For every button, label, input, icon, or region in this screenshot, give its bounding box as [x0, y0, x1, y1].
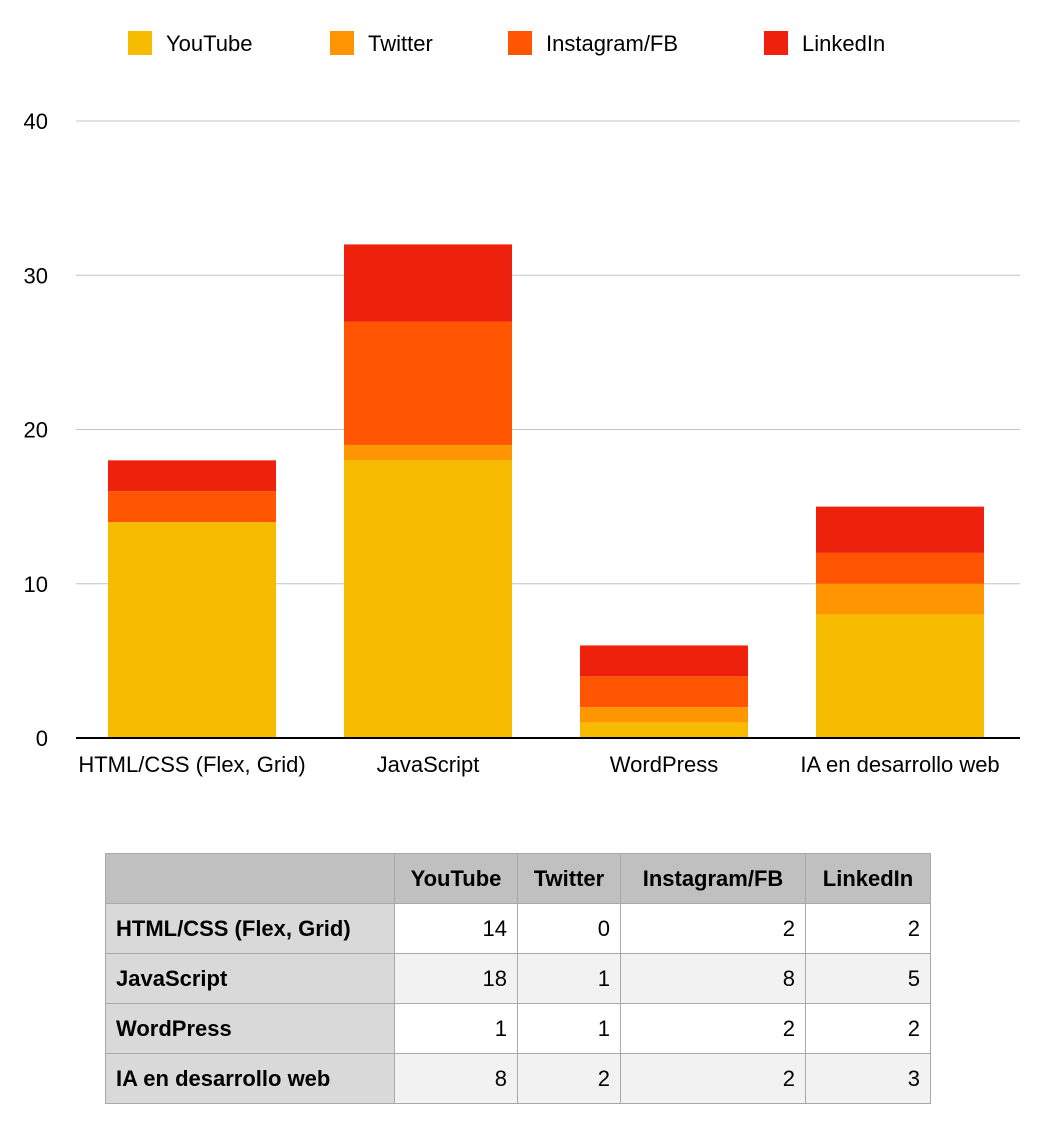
- chart-legend: YouTube Twitter Instagram/FB LinkedIn: [128, 31, 885, 56]
- table-cell: 2: [620, 1053, 806, 1104]
- x-tick-label-ia-en-desarrollo-web: IA en desarrollo web: [800, 752, 999, 777]
- bar-ia-en-desarrollo-web-instagram-fb: [816, 552, 984, 584]
- table-cell: 18: [394, 953, 518, 1004]
- table-row: JavaScript 18 1 8 5: [105, 953, 931, 1004]
- table-row-label: WordPress: [105, 1003, 395, 1054]
- legend-label-instagram-fb: Instagram/FB: [546, 31, 678, 56]
- table-row: HTML/CSS (Flex, Grid) 14 0 2 2: [105, 903, 931, 954]
- y-tick-label-30: 30: [24, 263, 48, 288]
- bar-ia-en-desarrollo-web-youtube: [816, 614, 984, 738]
- y-tick-label-20: 20: [24, 418, 48, 443]
- data-table: YouTube Twitter Instagram/FB LinkedIn HT…: [105, 853, 931, 1104]
- bar-html-css-flex-grid-youtube: [108, 522, 276, 738]
- table-cell: 2: [620, 1003, 806, 1054]
- bar-html-css-flex-grid-instagram-fb: [108, 491, 276, 523]
- table-header-linkedin: LinkedIn: [805, 853, 931, 904]
- y-tick-label-0: 0: [36, 726, 48, 751]
- legend-swatch-youtube: [128, 31, 152, 55]
- table-cell: 2: [805, 903, 931, 954]
- bar-wordpress-twitter: [580, 707, 748, 723]
- y-axis-ticks: 0 10 20 30 40: [24, 109, 48, 751]
- bar-ia-en-desarrollo-web-linkedin: [816, 506, 984, 553]
- x-tick-label-javascript: JavaScript: [377, 752, 480, 777]
- table-row-label: HTML/CSS (Flex, Grid): [105, 903, 395, 954]
- x-tick-label-html-css-flex-grid: HTML/CSS (Flex, Grid): [78, 752, 305, 777]
- y-tick-label-40: 40: [24, 109, 48, 134]
- legend-swatch-instagram-fb: [508, 31, 532, 55]
- table-row: IA en desarrollo web 8 2 2 3: [105, 1053, 931, 1104]
- table-header-row: YouTube Twitter Instagram/FB LinkedIn: [105, 853, 931, 904]
- legend-label-twitter: Twitter: [368, 31, 433, 56]
- table-cell: 2: [805, 1003, 931, 1054]
- legend-label-linkedin: LinkedIn: [802, 31, 885, 56]
- y-tick-label-10: 10: [24, 572, 48, 597]
- table-header-youtube: YouTube: [394, 853, 518, 904]
- table-cell: 1: [517, 953, 621, 1004]
- legend-label-youtube: YouTube: [166, 31, 252, 56]
- table-cell: 2: [517, 1053, 621, 1104]
- bar-ia-en-desarrollo-web-twitter: [816, 583, 984, 615]
- bar-javascript-instagram-fb: [344, 321, 512, 445]
- bar-javascript-linkedin: [344, 244, 512, 322]
- bar-javascript-twitter: [344, 444, 512, 461]
- bar-html-css-flex-grid-linkedin: [108, 460, 276, 492]
- table-cell: 1: [394, 1003, 518, 1054]
- table-cell: 2: [620, 903, 806, 954]
- chart-bars: [108, 244, 984, 738]
- table-cell: 8: [394, 1053, 518, 1104]
- bar-wordpress-linkedin: [580, 645, 748, 677]
- legend-swatch-twitter: [330, 31, 354, 55]
- table-cell: 8: [620, 953, 806, 1004]
- table-row-label: IA en desarrollo web: [105, 1053, 395, 1104]
- table-header-corner: [105, 853, 395, 904]
- table-cell: 3: [805, 1053, 931, 1104]
- table-cell: 1: [517, 1003, 621, 1054]
- table-cell: 5: [805, 953, 931, 1004]
- legend-swatch-linkedin: [764, 31, 788, 55]
- x-tick-label-wordpress: WordPress: [610, 752, 718, 777]
- bar-wordpress-instagram-fb: [580, 676, 748, 708]
- stacked-bar-chart: YouTube Twitter Instagram/FB LinkedIn 0 10 20…: [24, 31, 1020, 777]
- bar-wordpress-youtube: [580, 722, 748, 738]
- table-cell: 14: [394, 903, 518, 954]
- table-row-label: JavaScript: [105, 953, 395, 1004]
- x-axis-labels: HTML/CSS (Flex, Grid) JavaScript WordPress…: [78, 752, 999, 777]
- table-row: WordPress 1 1 2 2: [105, 1003, 931, 1054]
- bar-javascript-youtube: [344, 460, 512, 738]
- table-header-instagram-fb: Instagram/FB: [620, 853, 806, 904]
- table-cell: 0: [517, 903, 621, 954]
- table-header-twitter: Twitter: [517, 853, 621, 904]
